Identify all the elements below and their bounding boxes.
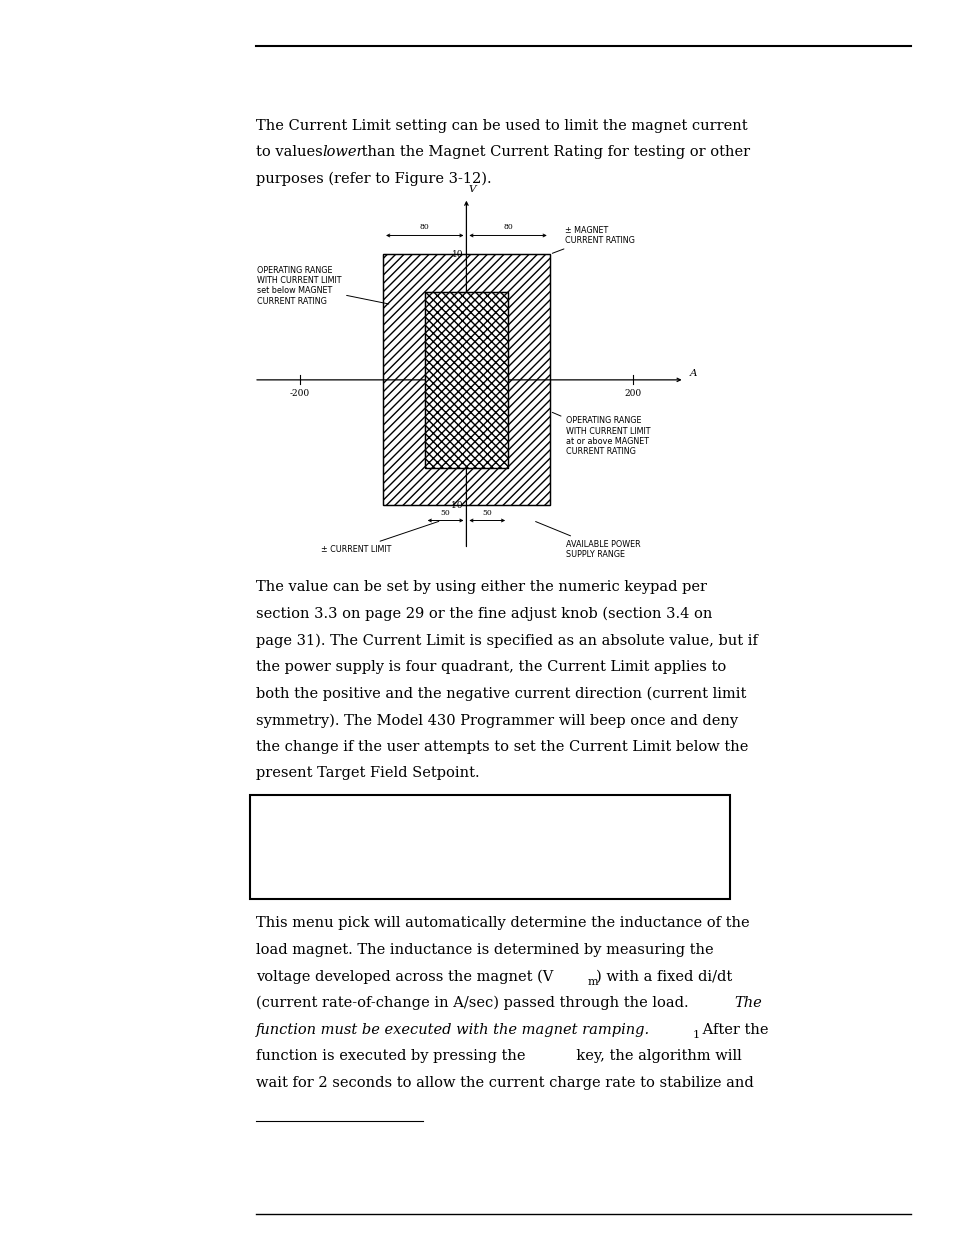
Text: 80: 80 — [419, 224, 429, 231]
Text: ± CURRENT LIMIT: ± CURRENT LIMIT — [320, 521, 438, 553]
Text: voltage developed across the magnet (V: voltage developed across the magnet (V — [255, 969, 553, 984]
Text: symmetry). The Model 430 Programmer will beep once and deny: symmetry). The Model 430 Programmer will… — [255, 714, 737, 727]
Text: OPERATING RANGE
WITH CURRENT LIMIT
at or above MAGNET
CURRENT RATING: OPERATING RANGE WITH CURRENT LIMIT at or… — [552, 412, 650, 457]
Text: The Current Limit setting can be used to limit the magnet current: The Current Limit setting can be used to… — [255, 119, 746, 132]
Text: 1: 1 — [692, 1030, 699, 1040]
Text: m: m — [586, 977, 598, 987]
Text: the power supply is four quadrant, the Current Limit applies to: the power supply is four quadrant, the C… — [255, 659, 725, 674]
Text: V: V — [468, 185, 476, 194]
Text: the change if the user attempts to set the Current Limit below the: the change if the user attempts to set t… — [255, 740, 747, 753]
Text: AVAILABLE POWER
SUPPLY RANGE: AVAILABLE POWER SUPPLY RANGE — [535, 521, 640, 559]
Text: present Target Field Setpoint.: present Target Field Setpoint. — [255, 766, 478, 781]
Text: +0.00 Vs     ►Calculate: +0.00 Vs ►Calculate — [267, 862, 482, 877]
Text: -200: -200 — [290, 389, 310, 398]
Bar — [383, 254, 549, 505]
Text: The: The — [734, 995, 761, 1010]
Bar — [424, 291, 508, 468]
Text: (current rate-of-change in A/sec) passed through the load.: (current rate-of-change in A/sec) passed… — [255, 995, 692, 1010]
Text: ± MAGNET
CURRENT RATING: ± MAGNET CURRENT RATING — [552, 226, 634, 253]
Text: page 31). The Current Limit is specified as an absolute value, but if: page 31). The Current Limit is specified… — [255, 634, 757, 648]
Text: -10: -10 — [448, 501, 462, 510]
Text: lower: lower — [321, 146, 363, 159]
Text: 200: 200 — [623, 389, 640, 398]
Text: A: A — [689, 369, 697, 378]
Text: section 3.3 on page 29 or the fine adjust knob (section 3.4 on: section 3.3 on page 29 or the fine adjus… — [255, 606, 711, 621]
Text: 50: 50 — [482, 510, 492, 517]
Text: both the positive and the negative current direction (current limit: both the positive and the negative curre… — [255, 687, 745, 701]
Text: The value can be set by using either the numeric keypad per: The value can be set by using either the… — [255, 580, 706, 594]
Bar — [250, 795, 729, 899]
Text: function is executed by pressing the           key, the algorithm will: function is executed by pressing the key… — [255, 1049, 740, 1063]
Text: wait for 2 seconds to allow the current charge rate to stabilize and: wait for 2 seconds to allow the current … — [255, 1076, 753, 1089]
Bar — [383, 254, 549, 505]
Text: to values: to values — [255, 146, 327, 159]
Text: 80: 80 — [502, 224, 513, 231]
Bar — [424, 291, 508, 468]
Text: load magnet. The inductance is determined by measuring the: load magnet. The inductance is determine… — [255, 944, 713, 957]
Text: ) with a fixed di/dt: ) with a fixed di/dt — [596, 969, 732, 983]
Text: function must be executed with the magnet ramping.: function must be executed with the magne… — [255, 1023, 649, 1036]
Text: After the: After the — [698, 1023, 768, 1036]
Text: +00.00 A  –   Magnet Inductance (H): +00.00 A – Magnet Inductance (H) — [267, 813, 581, 827]
Text: This menu pick will automatically determine the inductance of the: This menu pick will automatically determ… — [255, 916, 748, 930]
Text: 50: 50 — [440, 510, 450, 517]
Text: purposes (refer to Figure 3-12).: purposes (refer to Figure 3-12). — [255, 172, 491, 186]
Text: 10: 10 — [451, 249, 462, 259]
Text: OPERATING RANGE
WITH CURRENT LIMIT
set below MAGNET
CURRENT RATING: OPERATING RANGE WITH CURRENT LIMIT set b… — [256, 266, 389, 306]
Text: than the Magnet Current Rating for testing or other: than the Magnet Current Rating for testi… — [356, 146, 749, 159]
